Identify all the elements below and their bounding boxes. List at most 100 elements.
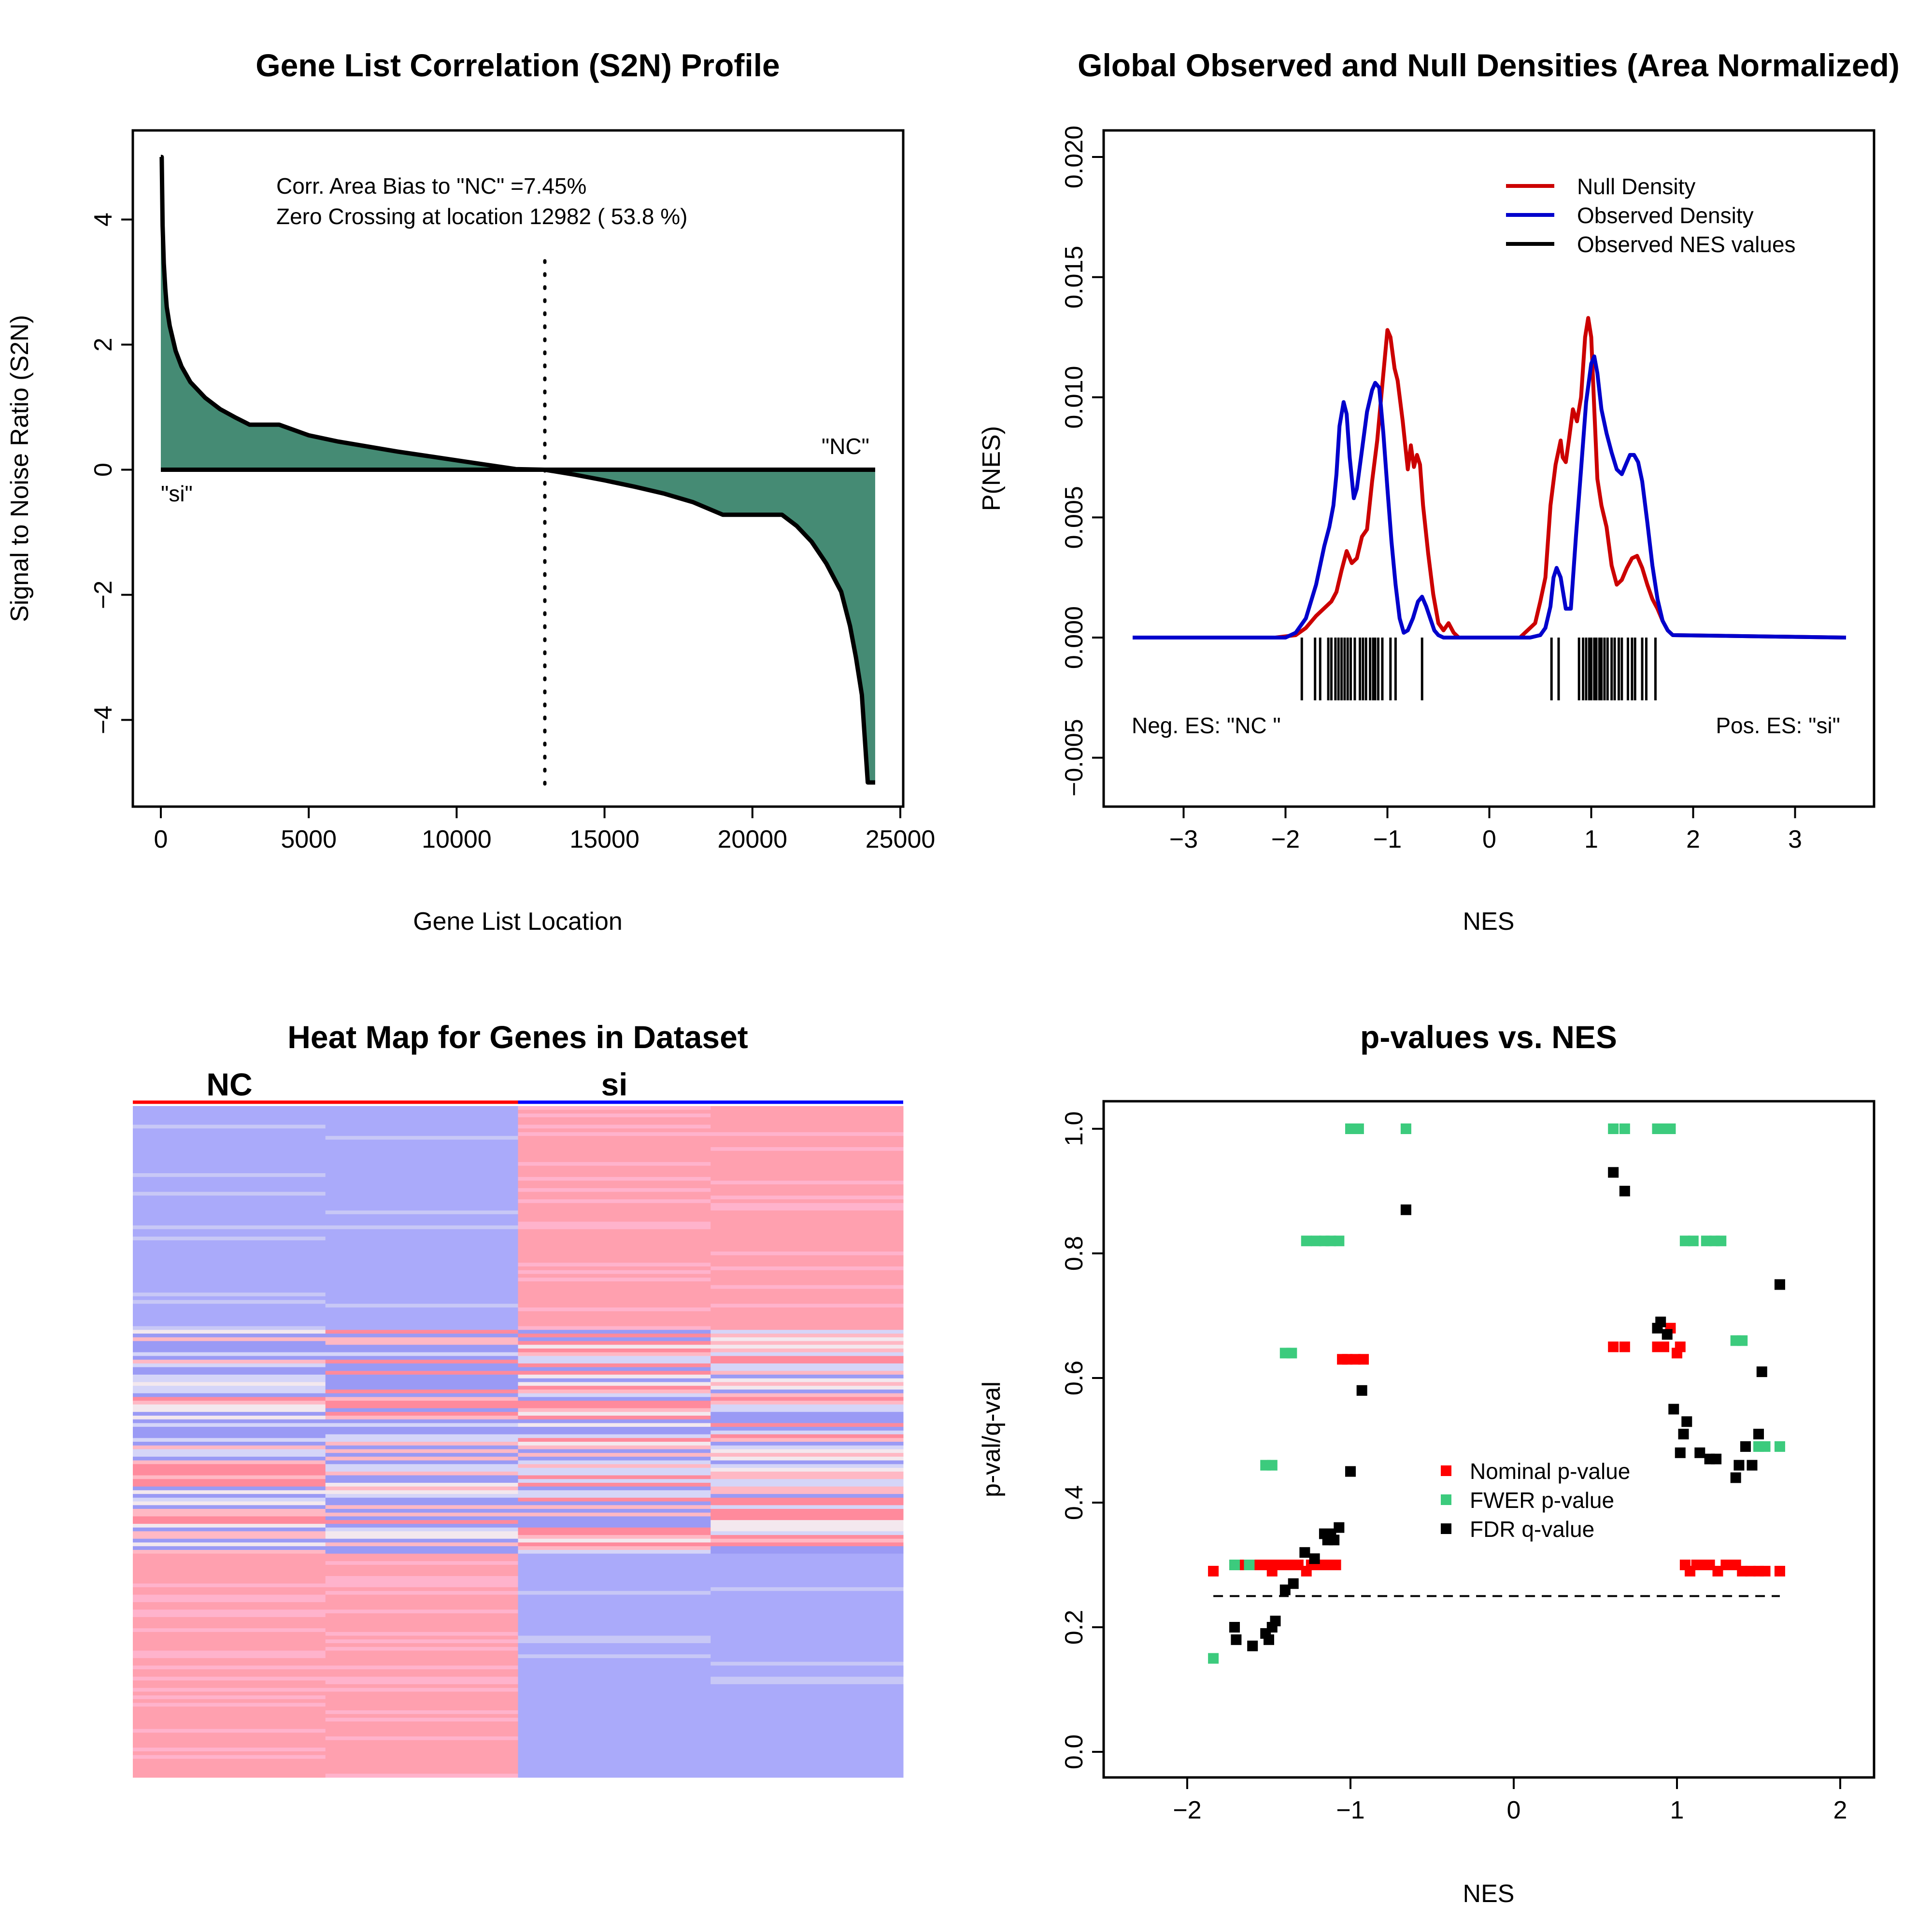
heatmap-cell xyxy=(518,1285,711,1289)
heatmap-cell xyxy=(518,1345,711,1349)
nominal-p-point xyxy=(1745,1565,1756,1577)
nominal-p-point xyxy=(1608,1341,1619,1352)
heatmap-cell xyxy=(710,1222,904,1226)
heatmap-cell xyxy=(325,1535,518,1539)
nominal-p-point xyxy=(1293,1560,1304,1570)
density-legend-label: Observed Density xyxy=(1577,203,1754,228)
heatmap-cell xyxy=(710,1251,904,1256)
heatmap-cell xyxy=(133,1375,326,1379)
nominal-p-point xyxy=(1720,1560,1732,1570)
heatmap-cell xyxy=(710,1248,904,1252)
heatmap-cell xyxy=(710,1188,904,1193)
heatmap-cell xyxy=(710,1665,904,1670)
heatmap-cell xyxy=(710,1169,904,1174)
heatmap-cell xyxy=(325,1512,518,1517)
heatmap-cell xyxy=(325,1360,518,1364)
heatmap-cell xyxy=(518,1188,711,1193)
heatmap-cell xyxy=(518,1654,711,1659)
heatmap-cell xyxy=(133,1509,326,1513)
density-x-tick-label: 2 xyxy=(1686,825,1700,853)
heatmap-cell xyxy=(133,1501,326,1506)
heatmap-cell xyxy=(325,1509,518,1513)
heatmap-cell xyxy=(518,1296,711,1301)
heatmap-cell xyxy=(518,1326,711,1330)
heatmap-cell xyxy=(710,1587,904,1591)
heatmap-cell xyxy=(710,1471,904,1476)
heatmap-cell xyxy=(518,1151,711,1155)
heatmap-cell xyxy=(710,1695,904,1700)
heatmap-cell xyxy=(325,1460,518,1464)
heatmap-cell xyxy=(710,1662,904,1666)
heatmap-cell xyxy=(325,1222,518,1226)
heatmap-cell xyxy=(133,1471,326,1476)
heatmap-cell xyxy=(133,1755,326,1759)
heatmap-cell xyxy=(325,1139,518,1144)
heatmap-cell xyxy=(325,1669,518,1674)
heatmap-cell xyxy=(133,1647,326,1651)
heatmap-cell xyxy=(133,1628,326,1633)
heatmap-cell xyxy=(518,1632,711,1636)
heatmap-cell xyxy=(133,1270,326,1274)
heatmap-cell xyxy=(133,1415,326,1420)
heatmap-cell xyxy=(710,1591,904,1595)
heatmap-cell xyxy=(518,1486,711,1491)
heatmap-cell xyxy=(325,1482,518,1487)
fdr-q-point xyxy=(1279,1584,1291,1595)
fdr-q-point xyxy=(1774,1279,1785,1290)
fdr-q-point xyxy=(1619,1186,1630,1196)
heatmap-cell xyxy=(518,1266,711,1271)
heatmap-cell xyxy=(133,1613,326,1618)
heatmap-cell xyxy=(133,1363,326,1368)
heatmap-cell xyxy=(518,1613,711,1618)
heatmap-cell xyxy=(325,1501,518,1506)
heatmap-cell xyxy=(133,1345,326,1349)
heatmap-cell xyxy=(518,1207,711,1211)
heatmap-cell xyxy=(710,1497,904,1502)
heatmap-cell xyxy=(710,1617,904,1621)
heatmap-cell xyxy=(133,1165,326,1170)
heatmap-cell xyxy=(133,1505,326,1509)
heatmap-cell xyxy=(710,1602,904,1606)
density-x-tick-label: −2 xyxy=(1271,825,1300,853)
heatmap-cell xyxy=(710,1546,904,1550)
heatmap-cell xyxy=(133,1759,326,1763)
heatmap-cell xyxy=(325,1475,518,1479)
heatmap-cell xyxy=(710,1109,904,1114)
observed-density-line xyxy=(1133,354,1847,639)
heatmap-cell xyxy=(710,1576,904,1580)
heatmap-cell xyxy=(133,1650,326,1655)
heatmap-cell xyxy=(710,1774,904,1778)
s2n-profile-line xyxy=(159,155,876,785)
heatmap-cell xyxy=(325,1583,518,1588)
heatmap-cell xyxy=(518,1319,711,1323)
heatmap-cell xyxy=(710,1710,904,1715)
heatmap-cell xyxy=(325,1706,518,1711)
heatmap-cell xyxy=(518,1233,711,1237)
heatmap-cell xyxy=(518,1203,711,1207)
heatmap-cell xyxy=(325,1143,518,1148)
heatmap-cell xyxy=(710,1319,904,1323)
heatmap-cell xyxy=(325,1572,518,1577)
heatmap-cell xyxy=(518,1665,711,1670)
heatmap-cell xyxy=(710,1330,904,1334)
density-pos-label: Pos. ES: "si" xyxy=(1716,713,1840,738)
heatmap-cell xyxy=(325,1278,518,1282)
heatmap-cell xyxy=(325,1486,518,1491)
heatmap-cell xyxy=(133,1423,326,1427)
heatmap-cell xyxy=(325,1628,518,1633)
heatmap-cell xyxy=(325,1285,518,1289)
heatmap-cell xyxy=(133,1393,326,1397)
heatmap-cell xyxy=(325,1375,518,1379)
heatmap-cell xyxy=(710,1304,904,1308)
heatmap-cell xyxy=(710,1460,904,1464)
heatmap-cell xyxy=(133,1591,326,1595)
heatmap-cell xyxy=(518,1691,711,1696)
heatmap-cell xyxy=(710,1605,904,1610)
heatmap-cell xyxy=(325,1442,518,1446)
nominal-p-point xyxy=(1704,1560,1715,1570)
heatmap-cell xyxy=(325,1688,518,1692)
density-x-tick-label: 0 xyxy=(1482,825,1496,853)
heatmap-cell xyxy=(325,1591,518,1595)
heatmap-cell xyxy=(518,1128,711,1133)
heatmap-cell xyxy=(133,1635,326,1640)
